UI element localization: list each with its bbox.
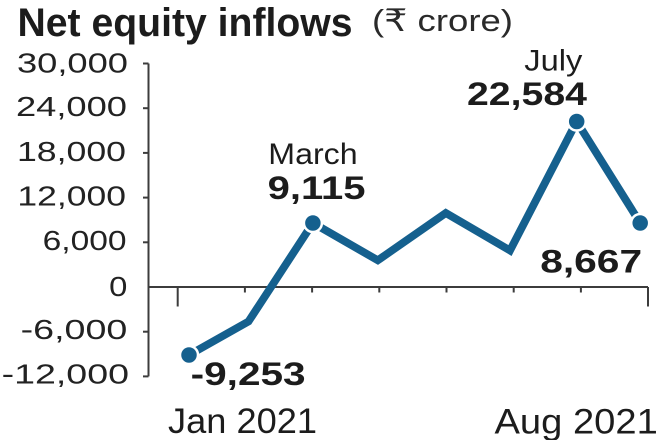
svg-text:-9,253: -9,253 <box>191 356 306 392</box>
svg-text:(₹ crore): (₹ crore) <box>372 4 513 39</box>
svg-text:12,000: 12,000 <box>17 180 126 212</box>
svg-text:9,115: 9,115 <box>268 170 366 206</box>
svg-text:30,000: 30,000 <box>17 47 128 78</box>
svg-text:Jan 2021: Jan 2021 <box>168 402 317 440</box>
svg-text:-12,000: -12,000 <box>2 359 129 390</box>
svg-text:Aug 2021: Aug 2021 <box>495 402 658 440</box>
svg-text:8,667: 8,667 <box>540 244 642 280</box>
svg-text:Net equity inflows: Net equity inflows <box>18 1 353 45</box>
svg-text:18,000: 18,000 <box>17 135 126 166</box>
svg-text:6,000: 6,000 <box>43 225 127 257</box>
svg-text:March: March <box>268 137 357 170</box>
svg-text:-6,000: -6,000 <box>21 315 128 346</box>
svg-text:24,000: 24,000 <box>16 91 127 122</box>
svg-text:0: 0 <box>109 271 127 302</box>
svg-text:July: July <box>524 44 582 77</box>
svg-text:22,584: 22,584 <box>467 76 587 112</box>
